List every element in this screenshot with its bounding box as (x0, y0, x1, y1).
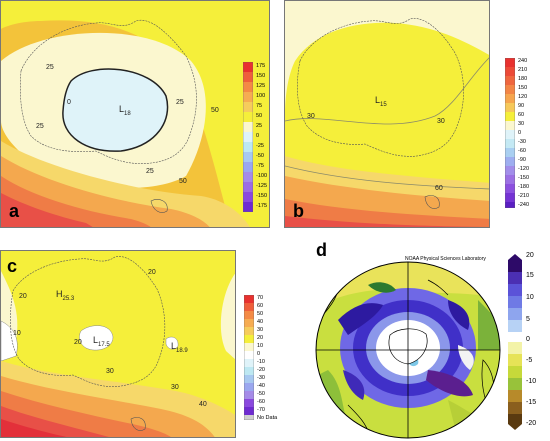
legend-tick: -30 (518, 139, 526, 145)
panel-b-legend: 240 210 180 150 120 90 60 30 0 -30 -60 -… (505, 58, 541, 208)
panel-c-map (1, 251, 235, 437)
contour-label: 25 (46, 64, 54, 71)
legend-tick: -25 (256, 143, 264, 149)
legend-tick: -210 (518, 193, 530, 199)
legend-tick: -60 (518, 148, 526, 154)
legend-tick: 25 (256, 123, 263, 129)
legend-tick: 20 (257, 335, 264, 341)
legend-tick: -150 (256, 193, 268, 199)
legend-tick: 40 (257, 319, 264, 325)
panel-b: b 30 30 60 L15 (284, 0, 490, 228)
panel-b-letter: b (293, 201, 304, 221)
legend-tick: 30 (518, 121, 525, 127)
legend-tick: -175 (256, 203, 268, 209)
legend-colorbar (243, 62, 253, 212)
colorbar-tick: -15 (526, 399, 537, 406)
contour-label: 60 (435, 185, 443, 192)
legend-tick: -75 (256, 163, 264, 169)
contour-label: 20 (148, 269, 156, 276)
legend-tick: 90 (518, 103, 525, 109)
panel-d-letter: d (316, 240, 327, 260)
contour-label: 25 (146, 168, 154, 175)
legend-tick: -60 (257, 399, 265, 405)
panel-c-legend: 70 60 50 40 30 20 10 0 -10 -20 -30 -40 -… (244, 295, 278, 421)
legend-tick: -180 (518, 184, 530, 190)
colorbar-tick: 5 (526, 316, 530, 323)
legend-tick: -40 (257, 383, 265, 389)
legend-tick: 60 (257, 303, 264, 309)
legend-tick: -50 (257, 391, 265, 397)
panel-a-legend: 175 150 125 100 75 50 25 0 -25 -50 -75 -… (243, 62, 271, 212)
legend-tick: 0 (256, 133, 260, 139)
legend-tick: 60 (518, 112, 525, 118)
panel-b-map (285, 1, 489, 227)
legend-tick: 10 (257, 343, 264, 349)
legend-tick: -125 (256, 183, 268, 189)
legend-tick: -70 (257, 407, 265, 413)
panel-a-letter: a (9, 201, 20, 221)
colorbar-tick: 10 (526, 294, 534, 301)
contour-label: 10 (13, 330, 21, 337)
legend-colorbar (244, 295, 254, 420)
contour-label: 50 (211, 107, 219, 114)
panel-c-letter: c (7, 256, 18, 276)
panel-a: a 25 0 25 25 50 25 50 L18 (0, 0, 270, 228)
legend-tick: 210 (518, 67, 528, 73)
low-pressure-label: L18.9 (171, 341, 188, 354)
legend-tick: -240 (518, 202, 530, 208)
contour-label: 20 (19, 293, 27, 300)
colorbar-tick: 15 (526, 272, 534, 279)
low-pressure-label: L18 (119, 104, 131, 117)
legend-tick: 120 (518, 94, 528, 100)
legend-tick: 0 (518, 130, 522, 136)
colorbar-tick: 0 (526, 336, 530, 343)
legend-tick: -20 (257, 367, 265, 373)
legend-tick: 240 (518, 58, 528, 64)
legend-tick: 100 (256, 93, 266, 99)
legend-tick: 70 (257, 295, 264, 301)
colorbar-tick: -20 (526, 420, 537, 427)
contour-label: 25 (176, 99, 184, 106)
legend-tick: 150 (256, 73, 266, 79)
legend-tick: -30 (257, 375, 265, 381)
legend-colorbar (505, 58, 515, 208)
contour-label: 50 (179, 178, 187, 185)
legend-tick: -90 (518, 157, 526, 163)
legend-tick: -150 (518, 175, 530, 181)
legend-tick: 150 (518, 85, 528, 91)
high-pressure-label: H25.3 (56, 289, 75, 302)
contour-label: 30 (437, 118, 445, 125)
legend-tick: 50 (256, 113, 263, 119)
legend-tick: 125 (256, 83, 266, 89)
contour-label: 30 (171, 384, 179, 391)
legend-tick: 180 (518, 76, 528, 82)
colorbar-tick: -10 (526, 378, 537, 385)
contour-label: 30 (307, 113, 315, 120)
legend-tick: 50 (257, 311, 264, 317)
contour-label: 40 (199, 401, 207, 408)
legend-tick: 0 (257, 351, 261, 357)
legend-tick: -10 (257, 359, 265, 365)
contour-label: 20 (74, 339, 82, 346)
legend-tick: -120 (518, 166, 530, 172)
panel-a-map (1, 1, 269, 227)
panel-d-colorbar: 20 15 10 5 0 -5 -10 -15 -20 (508, 250, 548, 432)
legend-tick: 175 (256, 63, 266, 69)
colorbar-gradient (508, 254, 522, 430)
legend-tick: 30 (257, 327, 264, 333)
panel-d-polar-map (315, 261, 501, 439)
panel-c: c 20 20 10 20 30 30 40 H25.3 L17.5 L18.9 (0, 250, 236, 438)
contour-label: 0 (67, 99, 71, 106)
legend-tick: -50 (256, 153, 264, 159)
colorbar-tick: -5 (526, 357, 533, 364)
contour-label: 30 (106, 368, 114, 375)
low-pressure-label: L15 (375, 95, 387, 108)
colorbar-tick: 20 (526, 252, 534, 259)
legend-tick: -100 (256, 173, 268, 179)
panel-d-title: NOAA Physical Sciences Laboratory (405, 256, 486, 262)
contour-label: 25 (36, 123, 44, 130)
low-pressure-label: L17.5 (93, 335, 110, 348)
legend-tick: 75 (256, 103, 263, 109)
legend-nodata-label: No Data (257, 415, 278, 421)
